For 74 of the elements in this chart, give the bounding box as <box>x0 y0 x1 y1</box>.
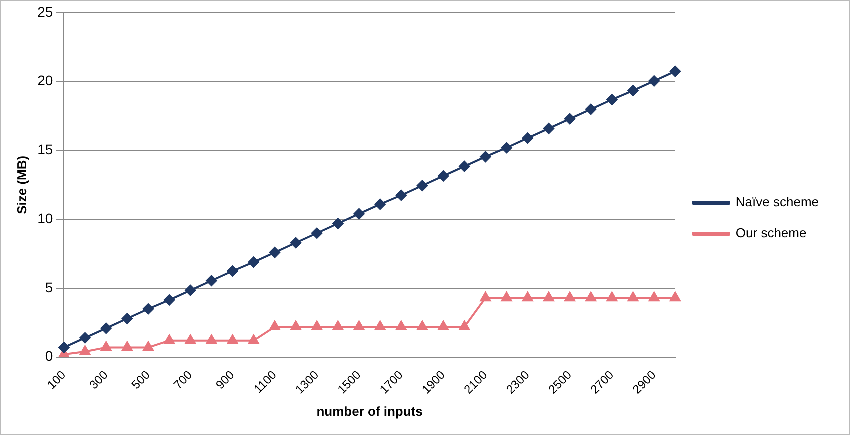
point <box>543 123 554 134</box>
x-tick-label: 700 <box>171 368 196 392</box>
point <box>227 266 238 277</box>
point <box>417 321 428 331</box>
point <box>459 161 470 172</box>
point <box>670 292 681 302</box>
point <box>586 104 597 115</box>
point <box>396 321 407 331</box>
point <box>522 132 534 144</box>
point <box>354 208 365 220</box>
point <box>206 334 218 344</box>
legend-label: Naïve scheme <box>736 194 820 210</box>
point <box>270 321 280 331</box>
point <box>164 334 175 344</box>
point <box>544 292 554 302</box>
point <box>248 334 260 344</box>
x-tick-label: 500 <box>128 368 154 392</box>
y-tick-label: 5 <box>45 279 54 296</box>
point <box>522 292 534 302</box>
point <box>206 275 218 286</box>
point <box>58 342 70 354</box>
point <box>375 321 386 331</box>
point <box>164 294 176 306</box>
x-tick-label: 900 <box>213 368 238 392</box>
point <box>670 66 681 78</box>
point <box>122 342 133 352</box>
point <box>290 238 302 249</box>
point <box>248 256 260 268</box>
y-tick-label: 15 <box>38 142 54 158</box>
point <box>586 292 596 302</box>
point <box>628 292 639 302</box>
point <box>332 218 344 230</box>
x-axis-title: number of inputs <box>316 404 423 419</box>
point <box>480 151 492 162</box>
point <box>480 292 492 302</box>
point <box>606 94 618 106</box>
point <box>649 292 660 302</box>
point <box>648 76 660 87</box>
point <box>142 304 154 315</box>
point <box>501 292 512 302</box>
point <box>185 285 196 296</box>
point <box>501 142 512 154</box>
x-tick-label: 300 <box>86 368 112 392</box>
point <box>143 342 154 352</box>
legend-label: Our scheme <box>736 226 807 241</box>
point <box>354 321 365 331</box>
point <box>185 334 196 344</box>
point <box>606 292 618 302</box>
y-tick-label: 0 <box>45 348 54 364</box>
point <box>438 321 449 331</box>
point <box>564 114 576 125</box>
point <box>396 190 407 201</box>
point <box>227 334 238 344</box>
y-tick-label: 20 <box>38 72 54 89</box>
point <box>564 292 576 302</box>
y-tick-label: 25 <box>38 4 54 20</box>
point <box>122 313 133 324</box>
point <box>416 180 428 192</box>
point <box>100 342 112 352</box>
point <box>374 198 386 210</box>
y-tick-label: 10 <box>38 210 54 226</box>
point <box>332 321 344 331</box>
y-axis-title: Size (MB) <box>14 156 30 214</box>
point <box>628 85 639 96</box>
point <box>312 321 322 331</box>
point <box>269 247 280 258</box>
point <box>290 321 302 331</box>
point <box>459 321 470 331</box>
point <box>80 332 91 344</box>
point <box>312 228 323 239</box>
point <box>438 170 450 182</box>
point <box>80 346 91 356</box>
point <box>100 322 112 334</box>
x-tick-label: 100 <box>44 368 69 392</box>
